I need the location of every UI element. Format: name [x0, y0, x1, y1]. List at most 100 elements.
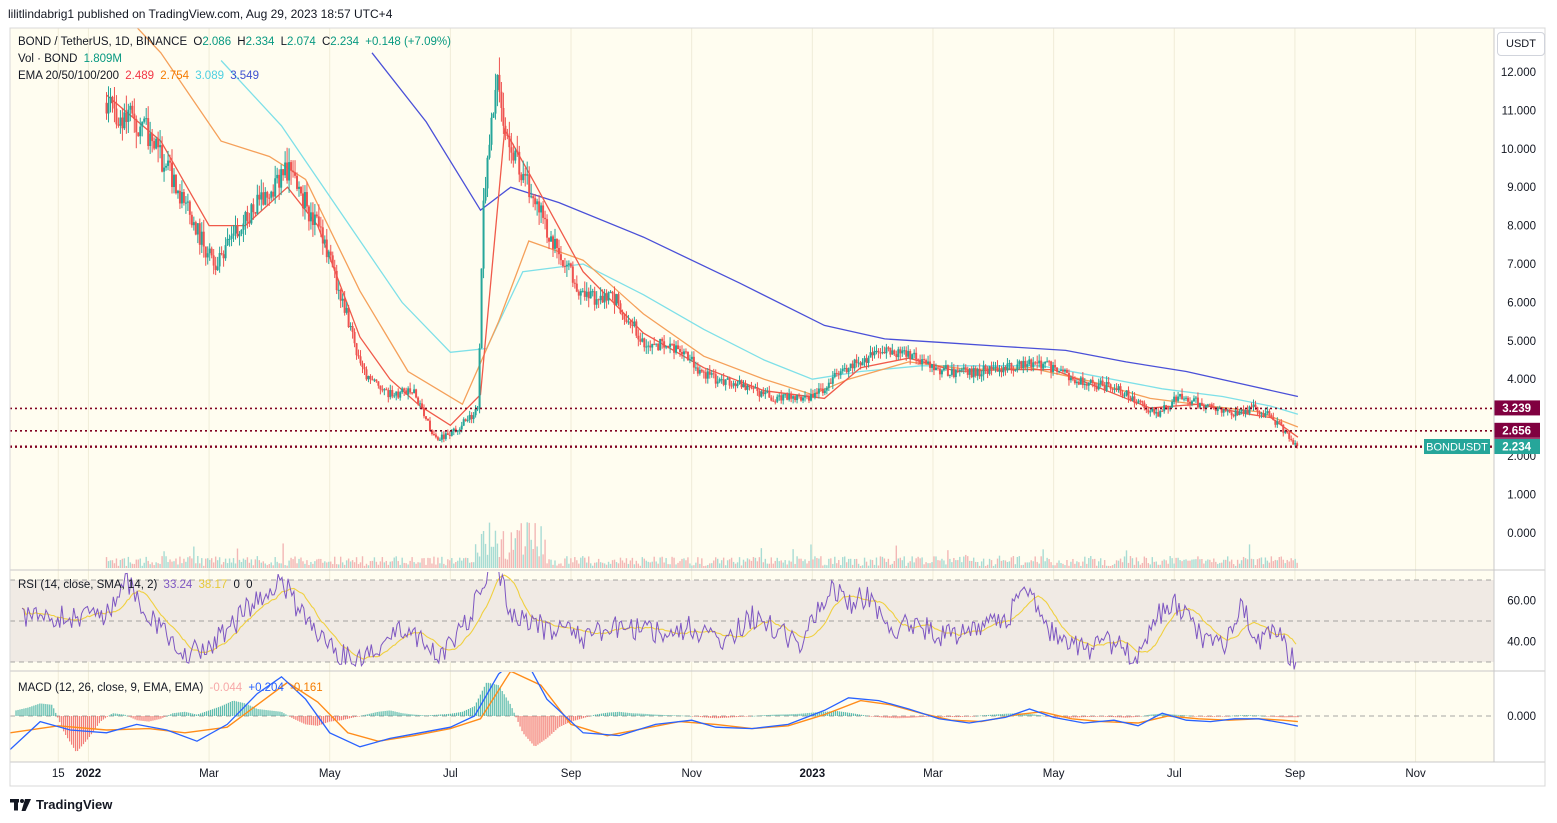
candle-body[interactable]	[212, 255, 215, 266]
candle-body[interactable]	[444, 433, 447, 439]
candle-body[interactable]	[266, 192, 269, 198]
candle-body[interactable]	[1069, 377, 1072, 381]
candle-body[interactable]	[476, 408, 479, 410]
candle-body[interactable]	[800, 396, 803, 401]
candle-body[interactable]	[623, 315, 626, 320]
candle-body[interactable]	[589, 291, 592, 299]
candle-body[interactable]	[865, 358, 868, 363]
candle-body[interactable]	[335, 270, 338, 291]
candle-body[interactable]	[706, 371, 709, 379]
candle-body[interactable]	[1204, 405, 1207, 409]
candle-body[interactable]	[252, 204, 255, 213]
candle-body[interactable]	[141, 121, 144, 127]
candle-body[interactable]	[851, 363, 854, 369]
candle-body[interactable]	[470, 414, 473, 420]
candle-body[interactable]	[1044, 361, 1047, 364]
candle-body[interactable]	[284, 162, 287, 176]
candle-body[interactable]	[1288, 432, 1291, 439]
candle-body[interactable]	[1188, 401, 1191, 404]
candle-body[interactable]	[1095, 386, 1098, 390]
candle-body[interactable]	[1002, 366, 1005, 373]
candle-body[interactable]	[218, 253, 221, 267]
candle-body[interactable]	[105, 102, 108, 114]
candle-body[interactable]	[466, 419, 469, 421]
candle-body[interactable]	[538, 201, 541, 213]
candle-body[interactable]	[159, 145, 162, 148]
candle-body[interactable]	[823, 390, 826, 394]
legend-symbol[interactable]: BOND / TetherUS, 1D, BINANCE	[18, 36, 188, 48]
candle-body[interactable]	[766, 391, 769, 393]
candle-body[interactable]	[907, 351, 910, 357]
candle-body[interactable]	[1121, 393, 1124, 396]
candle-body[interactable]	[347, 307, 350, 328]
candle-body[interactable]	[296, 175, 299, 189]
candle-body[interactable]	[760, 391, 763, 397]
candle-body[interactable]	[423, 408, 426, 417]
candle-body[interactable]	[1040, 360, 1043, 369]
candle-body[interactable]	[1123, 395, 1126, 397]
candle-body[interactable]	[286, 162, 289, 181]
candle-body[interactable]	[542, 205, 545, 218]
candle-body[interactable]	[171, 162, 174, 188]
candle-body[interactable]	[938, 368, 941, 375]
candle-body[interactable]	[440, 434, 443, 440]
candle-body[interactable]	[474, 409, 477, 416]
candle-body[interactable]	[149, 133, 152, 147]
candle-body[interactable]	[226, 238, 229, 246]
candle-body[interactable]	[754, 387, 757, 389]
candle-body[interactable]	[958, 369, 961, 371]
candle-body[interactable]	[901, 350, 904, 354]
candle-body[interactable]	[194, 222, 197, 235]
candle-body[interactable]	[407, 388, 410, 395]
currency-button[interactable]: USDT	[1497, 32, 1545, 56]
candle-body[interactable]	[1099, 380, 1102, 384]
candle-body[interactable]	[680, 352, 683, 355]
candle-body[interactable]	[1175, 396, 1178, 401]
candle-body[interactable]	[323, 239, 326, 244]
candle-body[interactable]	[351, 325, 354, 332]
candle-body[interactable]	[385, 389, 388, 391]
candle-body[interactable]	[605, 293, 608, 301]
candle-body[interactable]	[609, 291, 612, 293]
candle-body[interactable]	[833, 372, 836, 378]
candle-body[interactable]	[488, 144, 491, 158]
candle-body[interactable]	[121, 117, 124, 129]
candle-body[interactable]	[345, 307, 348, 313]
candle-body[interactable]	[1087, 383, 1090, 386]
candle-body[interactable]	[770, 397, 773, 401]
candle-body[interactable]	[375, 379, 378, 382]
candle-body[interactable]	[603, 293, 606, 303]
candle-body[interactable]	[1266, 411, 1269, 414]
candle-body[interactable]	[899, 349, 902, 354]
candle-body[interactable]	[139, 126, 142, 137]
candle-body[interactable]	[512, 152, 515, 161]
candle-body[interactable]	[710, 373, 713, 375]
candle-body[interactable]	[621, 313, 624, 316]
candle-body[interactable]	[204, 246, 207, 258]
candle-body[interactable]	[933, 364, 936, 371]
candle-body[interactable]	[1113, 388, 1116, 390]
candle-body[interactable]	[1264, 413, 1267, 417]
candle-body[interactable]	[887, 347, 890, 349]
candle-body[interactable]	[891, 350, 894, 355]
candle-body[interactable]	[202, 231, 205, 247]
candle-body[interactable]	[637, 335, 640, 340]
rsi-pane[interactable]	[10, 546, 1494, 670]
candle-body[interactable]	[428, 420, 431, 431]
candle-body[interactable]	[1278, 421, 1281, 423]
candle-body[interactable]	[524, 173, 527, 176]
candle-body[interactable]	[1256, 407, 1259, 412]
candle-body[interactable]	[798, 395, 801, 397]
candle-body[interactable]	[929, 361, 932, 368]
candle-body[interactable]	[1016, 364, 1019, 370]
candle-body[interactable]	[611, 291, 614, 294]
candle-body[interactable]	[1230, 412, 1233, 416]
candle-body[interactable]	[248, 220, 251, 224]
candle-body[interactable]	[829, 382, 832, 384]
candle-body[interactable]	[555, 238, 558, 248]
candle-body[interactable]	[210, 248, 213, 256]
candle-body[interactable]	[232, 233, 235, 236]
candle-body[interactable]	[421, 403, 424, 409]
candle-body[interactable]	[1014, 369, 1017, 371]
candle-body[interactable]	[682, 351, 685, 355]
